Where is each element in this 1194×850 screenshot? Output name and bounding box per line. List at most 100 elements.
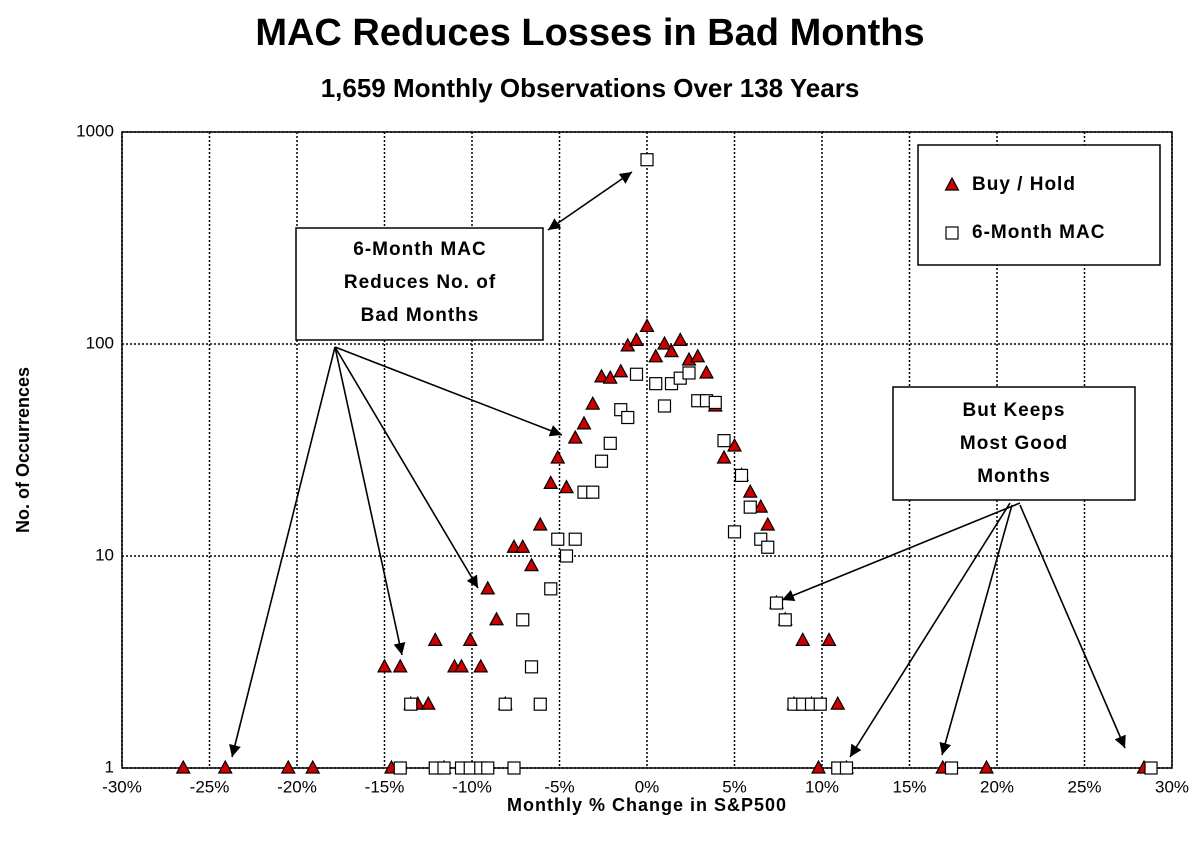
data-point (404, 697, 418, 711)
data-point (663, 343, 680, 358)
legend-label: Buy / Hold (972, 174, 1076, 195)
data-point (498, 697, 512, 711)
x-tick-label: 20% (980, 777, 1014, 796)
annotations (121, 131, 1173, 769)
y-axis-label: No. of Occurrences (13, 367, 33, 533)
data-point (753, 498, 769, 513)
data-point (640, 153, 654, 167)
x-tick-label: -25% (190, 777, 230, 796)
data-point (690, 348, 706, 363)
x-tick-label: -30% (102, 777, 142, 796)
data-point (656, 335, 673, 350)
data-point (716, 449, 732, 464)
annotation-arrow (781, 502, 1021, 602)
data-point (567, 429, 583, 444)
data-point (551, 532, 565, 546)
data-point (743, 500, 757, 514)
data-point (568, 532, 582, 546)
data-point (558, 479, 575, 494)
annotation-text: Reduces No. of (344, 272, 496, 293)
data-point (524, 660, 539, 674)
data-point (473, 658, 489, 673)
x-tick-label: -10% (452, 777, 492, 796)
data-point (698, 364, 715, 379)
data-point (978, 759, 995, 774)
x-tick-label: 15% (892, 777, 926, 796)
annotation-arrow (334, 346, 563, 437)
annotation-arrow (547, 171, 633, 231)
data-point (628, 332, 645, 346)
y-tick-label: 1000 (76, 121, 114, 140)
chart-subtitle: 1,659 Monthly Observations Over 138 Year… (321, 73, 860, 103)
x-tick-label: 0% (635, 777, 660, 796)
data-point (813, 697, 827, 711)
y-tick-label: 10 (95, 545, 114, 564)
data-point (810, 759, 827, 774)
data-point (682, 366, 696, 380)
data-point (480, 580, 496, 595)
annotation-arrow (939, 504, 1013, 756)
annotation-box (295, 227, 544, 341)
data-point (593, 368, 610, 383)
annotation-arrow (849, 502, 1011, 758)
data-point (1144, 761, 1158, 775)
annotation-text: Months (977, 466, 1051, 487)
data-point (393, 761, 407, 775)
data-point (944, 761, 959, 775)
data-point (621, 410, 635, 425)
y-tick-label: 100 (86, 333, 114, 352)
annotation-arrow (334, 346, 406, 656)
legend-label: 6-Month MAC (972, 222, 1105, 243)
annotation-text: 6-Month MAC (353, 239, 486, 260)
y-tick-label: 1 (105, 757, 114, 776)
data-point (629, 367, 644, 381)
chart-title: MAC Reduces Losses in Bad Months (255, 12, 924, 54)
data-point (376, 658, 393, 673)
data-point (427, 632, 443, 646)
data-point (839, 761, 854, 775)
data-point (760, 516, 776, 531)
data-point (726, 437, 743, 452)
data-point (550, 449, 566, 464)
data-point (576, 415, 592, 430)
data-point (437, 761, 451, 775)
legend-marker (944, 176, 960, 191)
x-tick-label: 10% (805, 777, 839, 796)
data-point (543, 475, 559, 490)
x-tick-label: -5% (544, 777, 574, 796)
data-point (544, 582, 558, 596)
data-point (778, 613, 792, 627)
data-point (420, 695, 436, 710)
data-point (523, 557, 540, 572)
data-point (280, 759, 296, 774)
annotation-arrow (1019, 504, 1126, 749)
data-point (613, 363, 629, 378)
data-point (481, 761, 495, 775)
annotation-arrow (229, 346, 336, 758)
x-tick-label: -15% (365, 777, 405, 796)
data-point (639, 318, 655, 333)
data-point (649, 377, 663, 391)
x-tick-label: 25% (1067, 777, 1101, 796)
data-point (586, 485, 600, 499)
data-point (594, 454, 609, 468)
annotation-box (892, 386, 1136, 501)
data-point (462, 632, 478, 646)
data-point (708, 395, 722, 410)
data-point (648, 348, 664, 363)
data-point (727, 525, 742, 539)
data-point (453, 658, 470, 673)
data-point (392, 658, 408, 673)
data-point (488, 611, 505, 626)
data-point (559, 549, 574, 563)
data-point (821, 632, 837, 646)
data-point (533, 697, 547, 711)
data-point (742, 483, 758, 498)
data-point (761, 540, 775, 554)
data-point (672, 332, 688, 346)
data-point (585, 395, 601, 410)
x-tick-label: 30% (1155, 777, 1189, 796)
data-point (217, 759, 233, 774)
x-tick-label: -20% (277, 777, 317, 796)
